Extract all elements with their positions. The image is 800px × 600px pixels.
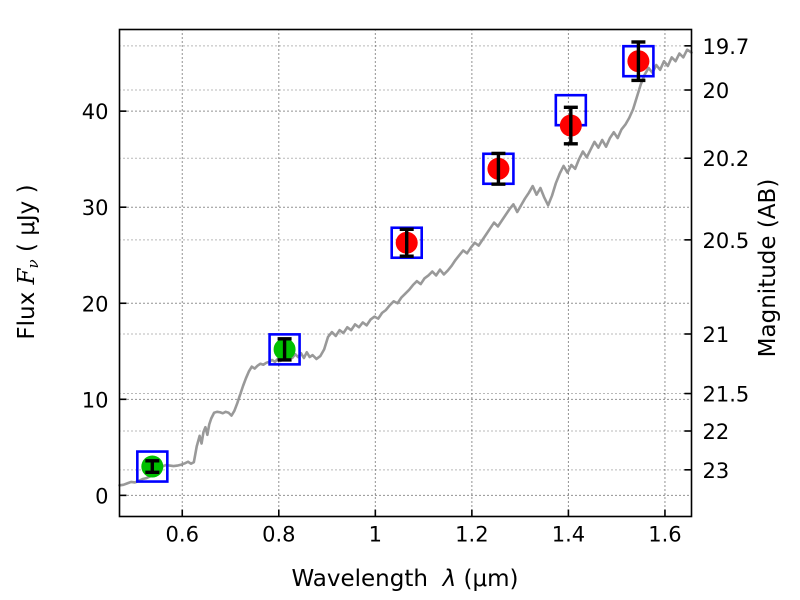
y2-tick-label: 19.7	[703, 35, 750, 59]
y2-tick-label: 22	[703, 420, 730, 444]
model-box-marker	[268, 333, 301, 366]
y2-axis-title: Magnitude (AB)	[755, 179, 781, 358]
x-tick-label: 1.6	[648, 523, 681, 547]
y2-tick-label: 20.5	[703, 229, 750, 253]
x-tick-label: 1.4	[552, 523, 585, 547]
y2-tick-labels: 19.7 20 20.2 20.5 21 21.5 22 23	[703, 35, 750, 483]
y-tick-label: 40	[82, 100, 109, 124]
y-axis-title: Flux Fν ( μJy )	[14, 184, 42, 339]
y-tick-label: 20	[82, 292, 109, 316]
y-tick-label: 0	[95, 484, 108, 508]
x-tick-label: 0.6	[166, 523, 199, 547]
y2-tick-label: 21.5	[703, 383, 750, 407]
plot-frame	[118, 28, 693, 518]
model-spectrum-line	[118, 48, 693, 487]
y-tick-labels: 0 10 20 30 40	[82, 100, 109, 508]
y-tick-label: 30	[82, 196, 109, 220]
model-box-marker	[136, 450, 169, 483]
photometry-markers	[136, 40, 655, 483]
y2-tick-label: 23	[703, 459, 730, 483]
grid-lines	[119, 29, 692, 517]
axis-ticks	[119, 45, 692, 517]
y2-tick-label: 21	[703, 323, 730, 347]
y2-tick-label: 20	[703, 79, 730, 103]
x-tick-label: 1	[369, 523, 382, 547]
y-tick-label: 10	[82, 388, 109, 412]
x-tick-labels: 0.6 0.8 1 1.2 1.4 1.6	[166, 523, 682, 547]
x-tick-label: 0.8	[262, 523, 295, 547]
x-axis-title: Wavelength λ (μm)	[292, 566, 519, 592]
x-tick-label: 1.2	[455, 523, 488, 547]
y2-tick-label: 20.2	[703, 147, 750, 171]
